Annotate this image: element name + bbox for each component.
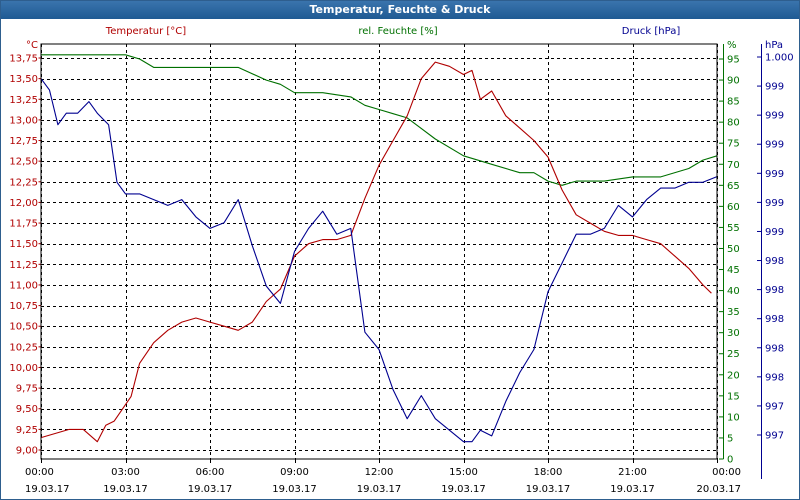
humidity-tick-label: 35	[727, 307, 740, 318]
temperature-tick-label: 10,00	[9, 363, 38, 374]
humidity-tick-label: 45	[727, 265, 740, 276]
humidity-tick-label: 0	[727, 455, 733, 466]
x-tick-time: 00:00	[712, 467, 741, 478]
temperature-tick-label: 10,50	[9, 322, 38, 333]
temperature-series-line	[40, 61, 712, 443]
humidity-tick-label: 30	[727, 328, 740, 339]
temperature-tick-label: 10,75	[9, 301, 38, 312]
humidity-tick-label: 10	[727, 412, 740, 423]
temperature-tick-label: 11,75	[9, 219, 38, 230]
x-tick-time: 09:00	[280, 467, 309, 478]
pressure-tick-label: 998	[765, 256, 784, 267]
humidity-tick-label: 60	[727, 202, 740, 213]
temperature-tick-label: 11,00	[9, 280, 38, 291]
pressure-tick-label: 998	[765, 343, 784, 354]
humidity-tick-label: 20	[727, 370, 740, 381]
temperature-axis-label: Temperatur [°C]	[105, 26, 186, 37]
pressure-unit: hPa	[765, 40, 783, 51]
temperature-tick-label: 13,25	[9, 95, 38, 106]
pressure-tick-label: 997	[765, 431, 784, 442]
pressure-tick-label: 998	[765, 372, 784, 383]
temperature-tick-label: 9,50	[16, 404, 38, 415]
humidity-tick-label: 80	[727, 118, 740, 129]
pressure-tick-label: 999	[765, 111, 784, 122]
pressure-tick-label: 1.000	[765, 53, 794, 64]
humidity-tick-label: 5	[727, 433, 733, 444]
x-tick-date: 19.03.17	[25, 484, 70, 495]
pressure-tick-labels: 1.000 999 999 999 999 999 999 998 998 998 998 998 99…	[757, 44, 794, 479]
temperature-tick-label: 13,00	[9, 115, 38, 126]
temperature-tick-label: 11,25	[9, 260, 38, 271]
series-group	[40, 54, 718, 443]
x-tick-date: 19.03.17	[526, 484, 571, 495]
humidity-series-line	[41, 54, 718, 186]
pressure-tick-label: 999	[765, 82, 784, 93]
x-tick-time: 21:00	[618, 467, 647, 478]
humidity-tick-label: 70	[727, 160, 740, 171]
window-title: Temperatur, Feuchte & Druck	[1, 1, 799, 19]
x-tick-date: 19.03.17	[357, 484, 402, 495]
temperature-tick-label: 9,00	[16, 446, 38, 457]
x-tick-date: 19.03.17	[188, 484, 233, 495]
humidity-axis-label: rel. Feuchte [%]	[358, 26, 437, 37]
humidity-tick-label: 40	[727, 286, 740, 297]
humidity-unit: %	[727, 40, 737, 51]
temperature-tick-label: 9,75	[16, 384, 38, 395]
pressure-tick-label: 998	[765, 314, 784, 325]
humidity-tick-label: 55	[727, 223, 740, 234]
pressure-tick-label: 999	[765, 227, 784, 238]
x-tick-time: 15:00	[449, 467, 478, 478]
temperature-tick-label: 12,50	[9, 157, 38, 168]
temperature-tick-label: 11,50	[9, 239, 38, 250]
humidity-tick-label: 15	[727, 391, 740, 402]
x-tick-date: 19.03.17	[610, 484, 655, 495]
temperature-tick-labels: 13,75 13,50 13,25 13,00 12,75 12,50 12,25 12,00…	[9, 54, 41, 457]
temperature-tick-label: 13,75	[9, 54, 38, 65]
temperature-unit: °C	[26, 40, 38, 51]
temperature-tick-label: 12,75	[9, 136, 38, 147]
humidity-tick-label: 95	[727, 55, 740, 66]
temperature-tick-label: 12,25	[9, 177, 38, 188]
x-tick-labels: 00:00 19.03.17 03:00 19.03.17 06:00 19.03.17 0…	[25, 459, 741, 495]
temperature-tick-label: 13,50	[9, 74, 38, 85]
pressure-tick-label: 999	[765, 169, 784, 180]
temperature-tick-label: 10,25	[9, 342, 38, 353]
chart: Temperatur [°C] rel. Feuchte [%] Druck […	[9, 26, 794, 495]
humidity-tick-label: 90	[727, 76, 740, 87]
x-tick-time: 06:00	[196, 467, 225, 478]
x-tick-time: 03:00	[111, 467, 140, 478]
humidity-tick-label: 50	[727, 244, 740, 255]
pressure-tick-label: 999	[765, 140, 784, 151]
x-tick-date: 19.03.17	[441, 484, 486, 495]
x-tick-time: 12:00	[365, 467, 394, 478]
pressure-series-line	[40, 78, 718, 443]
plot-frame	[40, 43, 718, 460]
x-tick-time: 18:00	[534, 467, 563, 478]
x-tick-date: 19.03.17	[103, 484, 148, 495]
humidity-tick-label: 25	[727, 349, 740, 360]
x-tick-time: 00:00	[25, 467, 54, 478]
x-tick-date: 20.03.17	[696, 484, 741, 495]
pressure-tick-label: 999	[765, 198, 784, 209]
temperature-tick-label: 9,25	[16, 425, 38, 436]
temperature-tick-label: 12,00	[9, 198, 38, 209]
x-tick-date: 19.03.17	[272, 484, 317, 495]
grid	[41, 44, 718, 459]
pressure-tick-label: 997	[765, 401, 784, 412]
pressure-tick-label: 998	[765, 285, 784, 296]
humidity-tick-label: 75	[727, 139, 740, 150]
pressure-axis-label: Druck [hPa]	[622, 26, 681, 37]
humidity-tick-label: 65	[727, 181, 740, 192]
humidity-tick-label: 85	[727, 97, 740, 108]
